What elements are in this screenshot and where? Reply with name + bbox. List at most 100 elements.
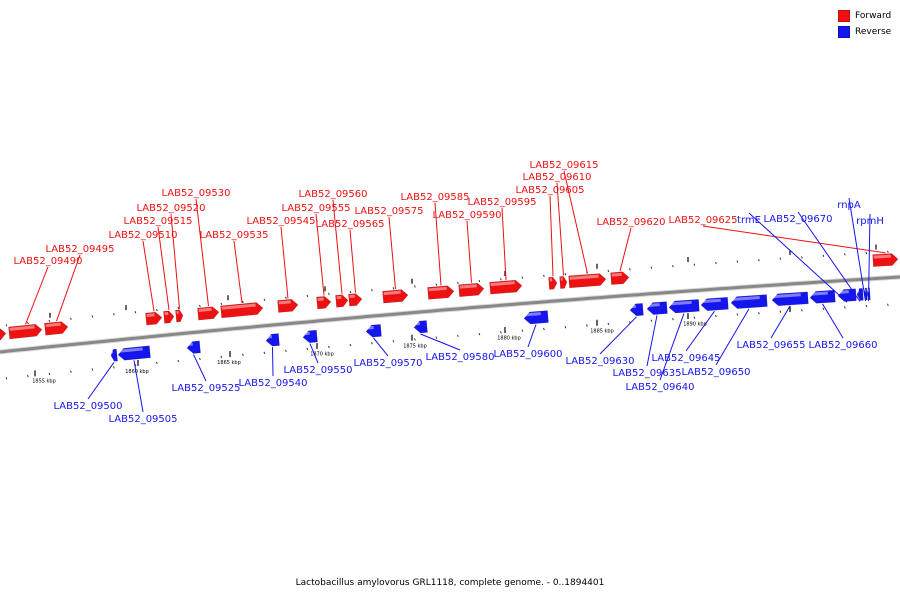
gene-lab52-09580[interactable] (413, 320, 428, 334)
gene-lab52-09585[interactable] (427, 285, 455, 300)
gene-partial-left[interactable] (0, 327, 7, 342)
gene-label-lab52-09570: LAB52_09570 (353, 358, 422, 369)
gene-lab52-09560[interactable] (335, 294, 349, 308)
minor-tick-bottom (865, 304, 868, 308)
minor-tick-bottom (392, 340, 395, 343)
gene-arrow (548, 276, 558, 290)
gene-lab52-09605[interactable] (548, 276, 558, 290)
gene-lab52-09610[interactable] (559, 276, 568, 289)
gene-lab52-09620[interactable] (610, 271, 630, 285)
gene-lab52-09635[interactable] (646, 301, 668, 315)
gene-lab52-09650[interactable] (730, 294, 768, 309)
gene-lab52-09575[interactable] (382, 289, 409, 304)
leader-line (659, 313, 685, 381)
gene-highlight (146, 313, 155, 317)
leader-line (420, 333, 461, 351)
gene-lab52-09590[interactable] (458, 282, 485, 297)
gene-arrow (646, 301, 668, 315)
gene-lab52-09545[interactable] (277, 299, 299, 313)
minor-tick-top (285, 296, 287, 300)
gene-lab52-09520[interactable] (175, 309, 184, 323)
gene-lab52-09640[interactable] (668, 299, 700, 314)
minor-tick-top (543, 274, 545, 278)
gene-lab52-09540[interactable] (265, 333, 280, 347)
label-leaders (25, 170, 886, 413)
gene-rpmh[interactable] (866, 287, 871, 301)
backbone-line (0, 275, 900, 354)
gene-label-lab52-09580: LAB52_09580 (425, 352, 494, 363)
tick-label: 1875 kbp (403, 343, 427, 349)
leader-line (527, 324, 537, 348)
gene-label-lab52-09515: LAB52_09515 (123, 216, 192, 227)
gene-lab52-09600[interactable] (523, 310, 549, 325)
gene-label-lab52-09555: LAB52_09555 (281, 203, 350, 214)
gene-lab52-09660[interactable] (809, 289, 836, 304)
gene-highlight (569, 274, 599, 280)
gene-lab52-09625[interactable] (872, 253, 899, 267)
gene-lab52-09530[interactable] (197, 306, 220, 321)
gene-highlight (857, 289, 860, 293)
gene-label-lab52-09650: LAB52_09650 (681, 367, 750, 378)
gene-lab52-09500[interactable] (110, 348, 118, 362)
gene-arrow (220, 302, 264, 319)
gene-lab52-09615[interactable] (568, 273, 607, 289)
gene-label-lab52-09660: LAB52_09660 (808, 340, 877, 351)
gene-arrow (110, 348, 118, 362)
gene-lab52-09645[interactable] (700, 297, 729, 311)
minor-tick-bottom (306, 347, 309, 351)
gene-label-lab52-09490: LAB52_09490 (13, 256, 82, 267)
leader-line (233, 240, 243, 303)
minor-tick-top (457, 281, 459, 285)
gene-lab52-09570[interactable] (365, 324, 382, 338)
gene-label-lab52-09545: LAB52_09545 (246, 216, 315, 227)
gene-label-lab52-09575: LAB52_09575 (354, 206, 423, 217)
gene-lab52-09505[interactable] (117, 345, 151, 361)
minor-tick-top (27, 321, 29, 325)
minor-tick-top (672, 264, 674, 268)
gene-highlight (9, 325, 35, 331)
tick-label: 1870 kbp (310, 352, 334, 358)
forward-swatch (838, 10, 850, 22)
gene-lab52-09510[interactable] (145, 311, 163, 326)
gene-highlight (873, 254, 891, 259)
minor-tick-bottom (27, 374, 29, 378)
gene-lab52-09525[interactable] (186, 340, 201, 354)
gene-label-lab52-09565: LAB52_09565 (315, 219, 384, 230)
gene-lab52-09595[interactable] (489, 279, 523, 295)
gene-lab52-09535[interactable] (220, 302, 264, 319)
gene-arrow (523, 310, 549, 325)
gene-lab52-09670[interactable] (856, 288, 864, 301)
gene-label-lab52-09600: LAB52_09600 (493, 349, 562, 360)
gene-highlight (414, 322, 420, 326)
gene-highlight (647, 303, 660, 307)
minor-tick-bottom (736, 313, 739, 316)
gene-rnpa[interactable] (863, 287, 868, 301)
gene-lab52-09630[interactable] (629, 303, 644, 317)
gene-lab52-09565[interactable] (348, 293, 363, 307)
minor-tick-top (736, 260, 739, 263)
gene-highlight (198, 307, 212, 313)
gene-highlight (176, 310, 179, 315)
leader-line (822, 303, 844, 339)
gene-trme[interactable] (837, 288, 857, 302)
leader-line (195, 198, 209, 307)
gene-lab52-09550[interactable] (302, 329, 318, 344)
gene-lab52-09515[interactable] (163, 310, 175, 324)
gene-arrow (117, 345, 151, 361)
gene-lab52-09490[interactable] (8, 323, 43, 340)
gene-highlight (867, 288, 869, 292)
minor-tick-bottom (220, 355, 223, 359)
minor-tick-top (371, 289, 373, 292)
gene-arrow (335, 294, 349, 308)
gene-lab52-09655[interactable] (771, 291, 809, 307)
gene-lab52-09555[interactable] (316, 296, 332, 310)
minor-tick-top (263, 298, 266, 302)
gene-lab52-09495[interactable] (44, 321, 69, 336)
gene-arrow (559, 276, 568, 289)
minor-tick-bottom (543, 327, 545, 331)
minor-tick-top (328, 292, 330, 296)
leader-line (770, 305, 791, 339)
leader-line (193, 354, 207, 382)
minor-tick-bottom (887, 303, 889, 306)
